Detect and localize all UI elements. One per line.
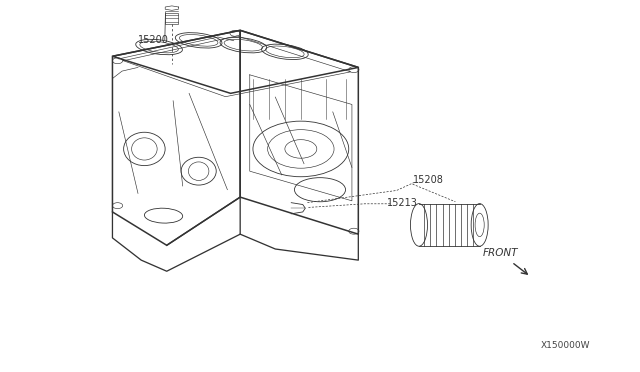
Text: 15208: 15208 <box>413 176 444 185</box>
Text: 15213: 15213 <box>387 198 418 208</box>
Text: 15200: 15200 <box>138 35 169 45</box>
Text: X150000W: X150000W <box>540 341 590 350</box>
Text: FRONT: FRONT <box>483 248 518 258</box>
